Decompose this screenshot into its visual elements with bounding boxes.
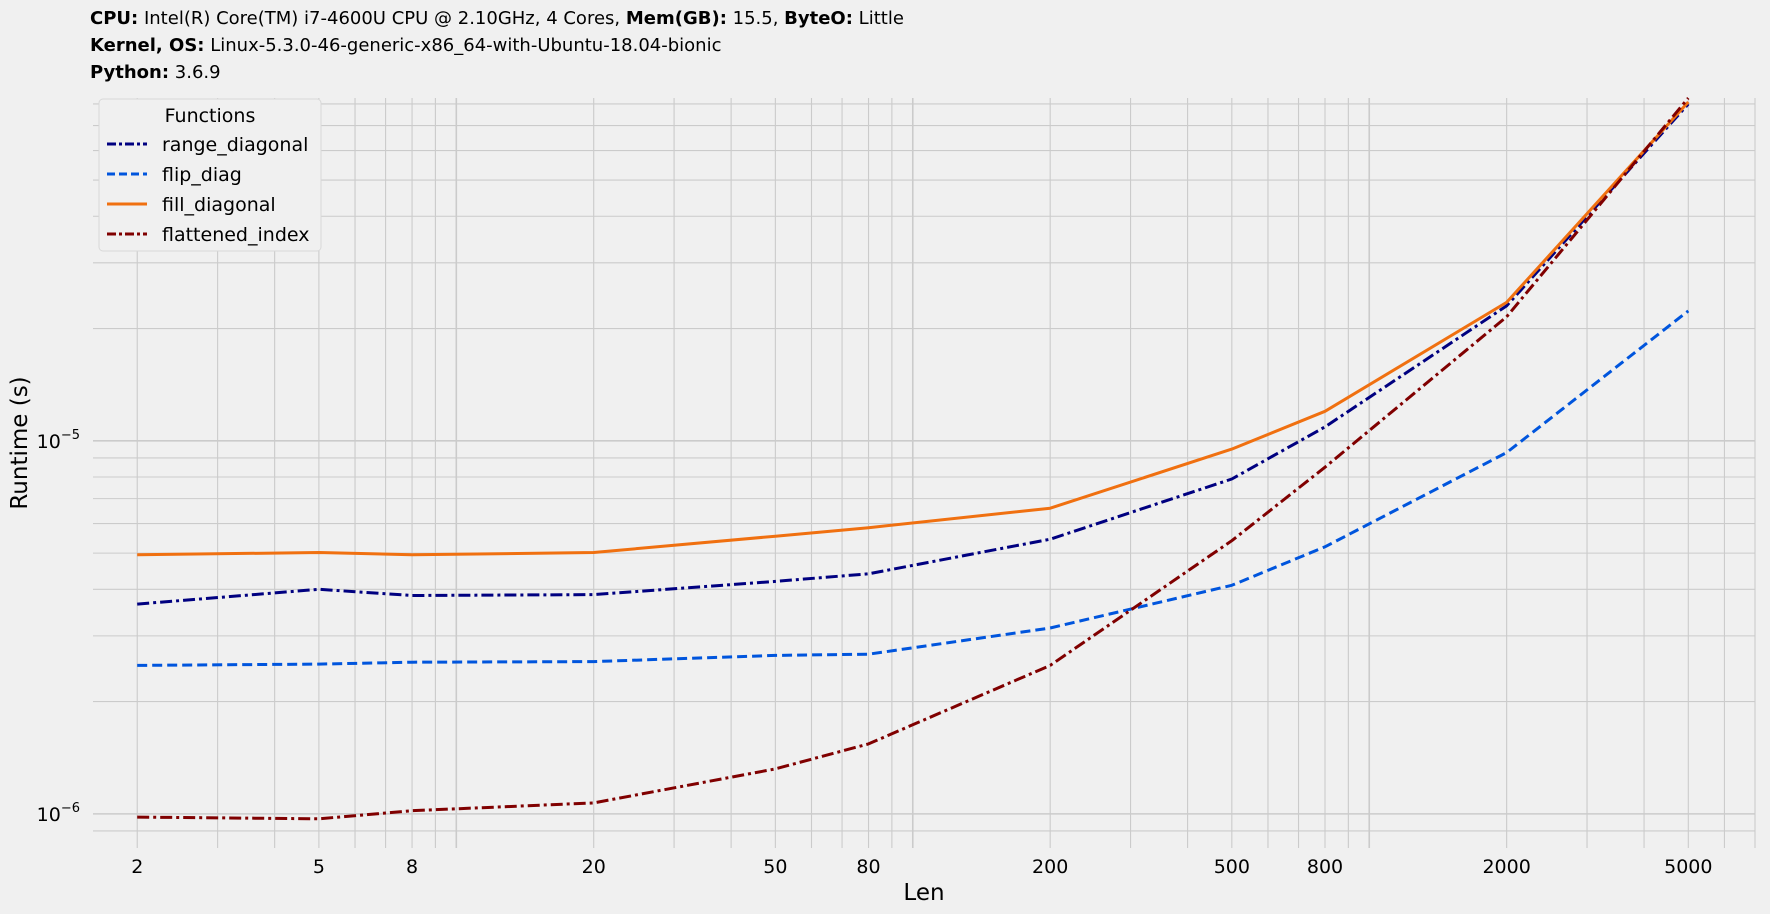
- x-tick-label: 800: [1307, 856, 1343, 878]
- y-axis-label: Runtime (s): [7, 376, 33, 509]
- x-tick-label: 80: [856, 856, 880, 878]
- cpu-value: Intel(R) Core(TM) i7-4600U CPU @ 2.10GHz…: [143, 8, 626, 29]
- x-tick-label: 2: [131, 856, 143, 878]
- x-tick-label: 5: [313, 856, 325, 878]
- x-axis-label: Len: [903, 880, 944, 906]
- legend-label-flip-diag: flip_diag: [162, 164, 242, 186]
- python-key: Python: [90, 62, 162, 83]
- legend-title: Functions: [165, 105, 256, 127]
- legend-label-range-diagonal: range_diagonal: [162, 134, 308, 156]
- cpu-info-line: CPU: Intel(R) Core(TM) i7-4600U CPU @ 2.…: [90, 8, 904, 29]
- grid: [93, 98, 1756, 848]
- x-tick-label: 8: [406, 856, 418, 878]
- byteorder-value: Little: [858, 8, 904, 29]
- mem-key: Mem(GB): [625, 8, 720, 29]
- y-tick-label: 10−5: [37, 428, 80, 453]
- x-tick-label: 20: [582, 856, 606, 878]
- legend: Functions range_diagonal flip_diag fill_di…: [98, 98, 322, 252]
- x-tick-label: 200: [1032, 856, 1068, 878]
- legend-box: [98, 98, 322, 252]
- series-line-fill-diagonal: [137, 100, 1690, 557]
- x-tick-label: 50: [763, 856, 787, 878]
- x-tick-label: 5000: [1664, 856, 1712, 878]
- series-line-flip-diag: [137, 309, 1690, 667]
- legend-items: range_diagonal flip_diag fill_diagonalflat…: [107, 134, 309, 246]
- python-info-line: Python: 3.6.9: [90, 62, 221, 83]
- legend-label-fill-diagonal: fill_diagonal: [162, 194, 276, 216]
- x-tick-label: 500: [1214, 856, 1250, 878]
- tick-labels: 2 5 8 20 50 80 200 500 800 2000 5000 10−6 10−5: [37, 428, 1713, 878]
- kernel-key: Kernel, OS: [90, 35, 198, 56]
- series-line-range-diagonal: [137, 102, 1690, 606]
- cpu-key: CPU: [90, 8, 132, 29]
- python-value: 3.6.9: [174, 62, 221, 83]
- mem-value: 15.5,: [732, 8, 785, 29]
- series-line-flattened-index: [137, 97, 1690, 821]
- byteorder-key: ByteO: [784, 8, 846, 29]
- y-tick-label: 10−6: [37, 801, 80, 826]
- x-tick-label: 2000: [1482, 856, 1530, 878]
- series-lines: [137, 97, 1690, 821]
- kernel-value: Linux-5.3.0-46-generic-x86_64-with-Ubunt…: [210, 35, 722, 56]
- kernel-info-line: Kernel, OS: Linux-5.3.0-46-generic-x86_6…: [90, 35, 722, 56]
- legend-label-flattened-index: flattened_index: [162, 224, 309, 246]
